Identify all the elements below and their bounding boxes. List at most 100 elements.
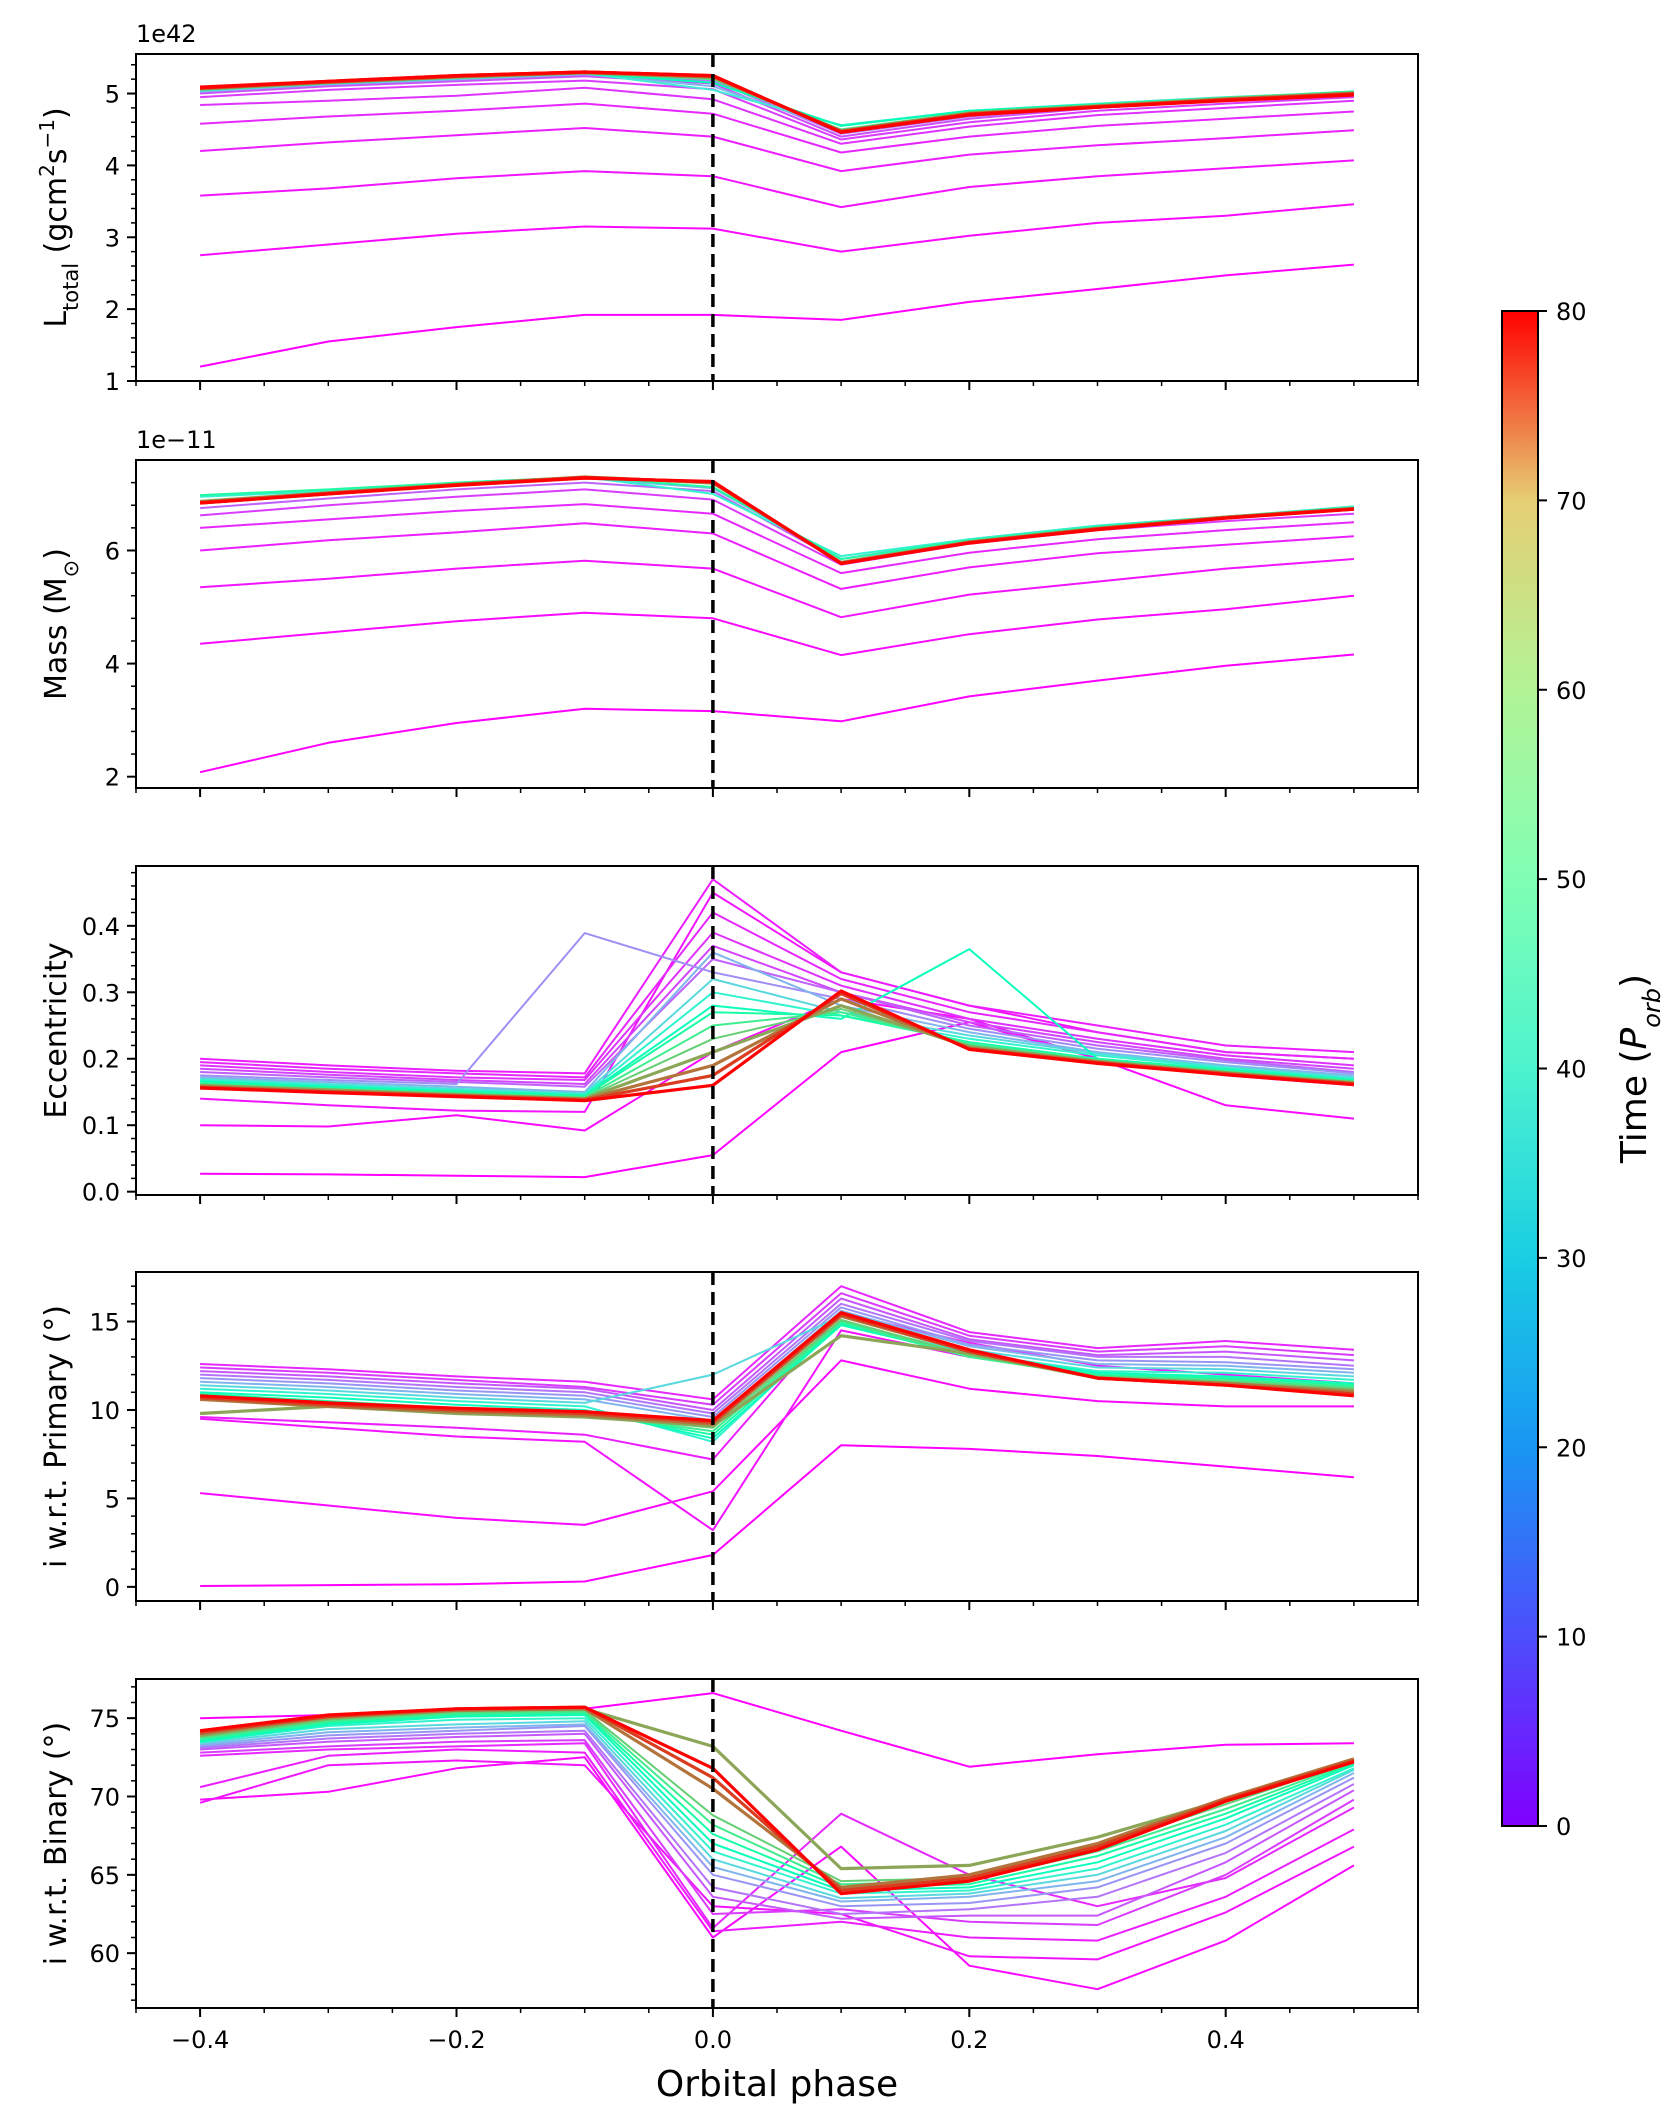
y-tick-label: 15 [89,1309,120,1337]
series-group [200,1285,1355,1587]
series-line [200,1302,1354,1415]
series-line [199,1712,1355,1889]
series-group [200,878,1355,1179]
colorbar-tick-label: 50 [1556,866,1587,894]
y-axis-label: Mass (M⊙) [39,548,83,700]
sci-multiplier: 1e−11 [136,426,217,454]
series-line [200,932,1354,1085]
series-line [200,1311,1355,1423]
series-line [199,1714,1355,1892]
colorbar-tick-label: 60 [1556,677,1587,705]
colorbar-tick-label: 0 [1556,1813,1571,1841]
series-line [200,878,1354,1075]
series-line [199,1705,1355,1896]
series-line [200,1739,1355,1926]
sci-multiplier: 1e42 [136,20,197,48]
y-tick-label: 2 [105,296,120,324]
colorbar-label: Time (Porb) [1614,974,1662,1164]
series-line [200,488,1354,566]
series-line [200,1444,1354,1587]
series-line [200,1732,1355,1920]
y-axis-label: i w.r.t. Primary (°) [39,1305,74,1568]
series-line [200,503,1354,575]
series-line [200,978,1354,1095]
series-line [200,522,1354,590]
y-tick-label: 0.2 [82,1046,120,1074]
series-line [200,1742,1355,1930]
series-group [199,70,1354,368]
y-tick-label: 2 [105,764,120,792]
x-tick-label: 0.4 [1207,2026,1245,2054]
y-tick-label: 5 [105,1485,120,1513]
y-tick-label: 4 [105,651,120,679]
x-tick-label: −0.2 [427,2026,485,2054]
y-axis-label: i w.r.t. Binary (°) [39,1722,74,1966]
series-line [200,991,1354,1096]
series-line [200,1729,1355,1915]
series-line [199,1759,1355,1961]
y-tick-label: 10 [89,1397,120,1425]
colorbar-tick-label: 20 [1556,1434,1587,1462]
y-tick-label: 65 [89,1862,120,1890]
series-line [200,102,1354,154]
series-group [199,475,1355,774]
series-line [200,203,1354,257]
y-tick-label: 1 [105,368,120,396]
series-line [200,997,1355,1132]
colorbar-tick-label: 70 [1556,487,1587,515]
colorbar-tick-label: 80 [1556,298,1587,326]
y-tick-label: 0.1 [82,1112,120,1140]
panels-layer: 1 2 3 4 5 1e42 Ltotal (gcm2s−1) 2 4 6 1e−11 Mass (M… [35,20,1419,2054]
series-line [199,1710,1355,1886]
colorbar: 0 10 20 30 40 50 60 70 80 Time (Porb) [1501,298,1662,1841]
series-line [200,86,1354,145]
series-line [200,1315,1354,1404]
series-line [200,944,1354,1085]
y-tick-label: 0.4 [82,913,120,941]
series-line [200,1285,1354,1401]
series-line [199,1717,1355,1895]
series-line [200,951,1354,1093]
series-line [199,1720,1355,1900]
colorbar-tick-label: 40 [1556,1056,1587,1084]
colorbar-gradient [1502,311,1538,1826]
y-tick-label: 60 [89,1940,120,1968]
series-line [200,127,1354,173]
panel-inclination-binary: 60 65 70 75 −0.4 −0.2 0.0 0.2 0.4 i w.r.t. Binary… [39,1678,1419,2054]
y-tick-label: 0.0 [82,1179,120,1207]
panel-eccentricity: 0.0 0.1 0.2 0.3 0.4 Eccentricity [39,865,1419,1207]
y-tick-label: 5 [105,81,120,109]
series-line [200,958,1354,1088]
x-tick-label: 0.2 [950,2026,988,2054]
series-line [200,558,1354,619]
panel-luminosity: 1 2 3 4 5 1e42 Ltotal (gcm2s−1) [35,20,1419,396]
y-tick-label: 4 [105,152,120,180]
series-line [200,1723,1355,1903]
panel-inclination-primary: 0 5 10 15 i w.r.t. Primary (°) [39,1271,1419,1610]
series-line [199,1748,1355,1942]
series-line [200,931,1354,1081]
series-line [199,476,1355,566]
series-line [200,1306,1354,1418]
series-line [200,1756,1355,1991]
series-line [200,79,1354,141]
series-line [199,263,1354,368]
y-tick-label: 75 [89,1705,120,1733]
series-line [200,1725,1355,1908]
series-line [200,989,1355,1103]
series-line [200,911,1354,1079]
series-line [200,594,1355,657]
x-axis-label: Orbital phase [656,2064,898,2105]
x-tick-label: −0.4 [171,2026,229,2054]
y-axis-label: Eccentricity [39,942,74,1118]
y-tick-label: 3 [105,224,120,252]
series-line [200,1311,1354,1461]
x-tick-label: 0.0 [694,2026,732,2054]
colorbar-tick-label: 10 [1556,1624,1587,1652]
y-tick-label: 0 [105,1574,120,1602]
panel-mass: 2 4 6 1e−11 Mass (M⊙) [39,426,1419,797]
series-group [199,1692,1355,1991]
series-line [200,1297,1354,1411]
y-tick-label: 6 [105,537,120,565]
